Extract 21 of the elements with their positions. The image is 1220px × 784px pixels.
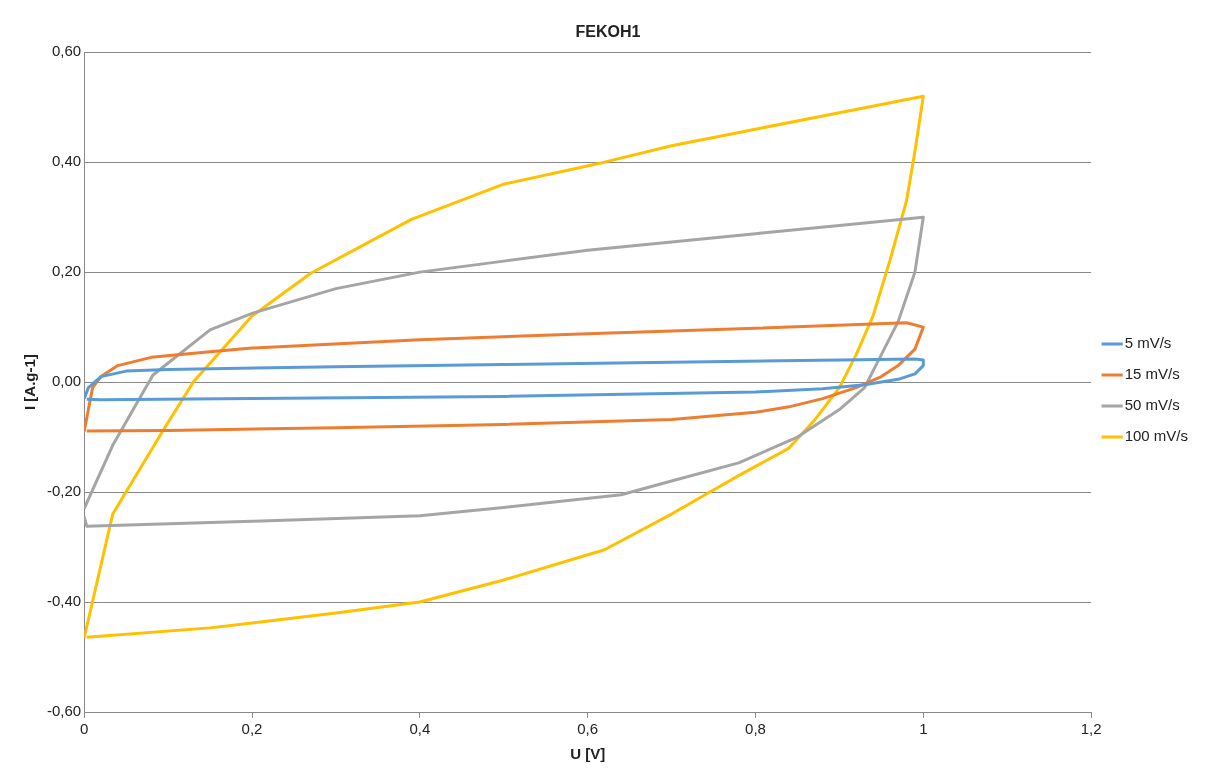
y-tick-label: 0,60 <box>51 42 82 60</box>
y-tick-label: 0,40 <box>51 152 82 170</box>
x-axis-title: U [V] <box>570 745 606 763</box>
legend-label: 5 mV/s <box>1124 334 1172 352</box>
x-tick-label: 0,6 <box>577 720 599 738</box>
legend-label: 15 mV/s <box>1124 365 1180 383</box>
chart-title: FEKOH1 <box>575 23 641 41</box>
x-tick-label: 1 <box>919 720 928 738</box>
x-tick-label: 1,2 <box>1080 720 1102 738</box>
x-tick-label: 0,2 <box>241 720 263 738</box>
y-tick-label: -0,60 <box>46 702 82 720</box>
legend-label: 100 mV/s <box>1124 427 1189 445</box>
y-tick-label: 0,20 <box>51 262 82 280</box>
y-axis-title: I [A.g-1] <box>21 354 39 411</box>
x-tick-label: 0,4 <box>409 720 431 738</box>
x-tick-label: 0,8 <box>745 720 766 738</box>
y-tick-label: 0,00 <box>51 372 82 390</box>
x-tick-label: 0 <box>80 720 89 738</box>
y-tick-label: -0,40 <box>46 592 82 610</box>
legend-label: 50 mV/s <box>1124 396 1180 414</box>
y-tick-label: -0,20 <box>46 482 82 500</box>
